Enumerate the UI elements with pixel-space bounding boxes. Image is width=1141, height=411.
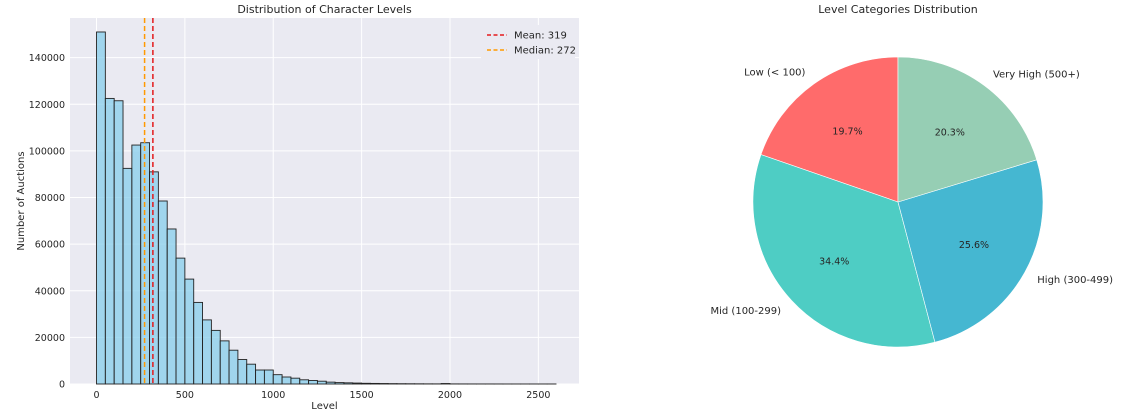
reference-lines	[143, 18, 154, 384]
y-tick-label: 20000	[35, 333, 65, 344]
y-axis-label: Number of Auctions	[16, 151, 27, 250]
histogram-bar	[272, 374, 283, 385]
x-axis-label: Level	[311, 401, 337, 411]
histogram-bar	[263, 369, 274, 385]
pie-category-label: Mid (100-299)	[711, 306, 782, 317]
y-tick-label: 40000	[35, 286, 65, 297]
legend: Mean: 319 Median: 272	[481, 25, 576, 59]
histogram-bar	[325, 381, 336, 385]
pie-percent-label: 20.3%	[935, 128, 965, 139]
histogram-bar	[316, 380, 327, 385]
x-tick-label: 1500	[350, 390, 374, 401]
histogram-bar	[370, 382, 380, 385]
histogram-bars	[96, 31, 557, 385]
x-tick-label: 2000	[438, 390, 462, 401]
histogram-bar	[202, 319, 212, 385]
pie-panel: Level Categories Distribution 19.7% Low (…	[711, 3, 1114, 348]
x-tick-label: 2500	[526, 390, 550, 401]
histogram-bar	[228, 349, 239, 385]
pie-slice	[760, 56, 899, 203]
histogram-bar	[166, 228, 177, 385]
histogram-bar	[237, 359, 248, 385]
histogram-bar	[175, 257, 186, 385]
histogram-bar	[96, 31, 106, 385]
pie-slice	[897, 159, 1044, 343]
histogram-bar	[219, 340, 230, 385]
histogram-bar	[361, 382, 371, 385]
pie-slice	[752, 154, 936, 348]
pie-title: Level Categories Distribution	[818, 3, 978, 16]
x-tick-label: 1000	[261, 390, 285, 401]
histogram-panel: 0 500 1000 1500 2000 2500 0 20000 40000 60000 800…	[16, 3, 579, 411]
pie-labels: 19.7% Low (< 100) 34.4% Mid (100-299) 25.6% H…	[711, 68, 1114, 317]
x-tick-label: 500	[176, 390, 194, 401]
pie-percent-label: 34.4%	[819, 257, 849, 268]
pie-slice	[897, 56, 1038, 203]
histogram-bar	[104, 97, 115, 385]
x-tick-label: 0	[93, 390, 99, 401]
pie-category-label: Low (< 100)	[744, 68, 805, 79]
y-tick-label: 80000	[35, 193, 65, 204]
y-tick-label: 60000	[35, 240, 65, 251]
legend-median-label: Median: 272	[514, 46, 576, 57]
histogram-bar	[149, 171, 159, 385]
histogram-bar	[113, 100, 124, 385]
pie-category-label: Very High (500+)	[993, 69, 1080, 80]
histogram-bar	[255, 369, 265, 385]
pie-category-label: High (300-499)	[1037, 275, 1113, 286]
histogram-bar	[290, 377, 301, 385]
x-tick-labels: 0 500 1000 1500 2000 2500	[93, 390, 550, 401]
histogram-bar	[157, 200, 168, 385]
histogram-bar	[308, 380, 318, 385]
pie-percent-label: 19.7%	[832, 127, 862, 138]
histogram-bar	[281, 376, 292, 385]
pie-percent-label: 25.6%	[959, 240, 989, 251]
y-tick-label: 100000	[29, 146, 65, 157]
pie-slices	[752, 56, 1044, 348]
histogram-bar	[246, 363, 257, 385]
histogram-bar	[334, 382, 345, 385]
histogram-bar	[343, 382, 354, 385]
y-tick-label: 140000	[29, 53, 65, 64]
histogram-bar	[352, 382, 363, 385]
y-tick-label: 120000	[29, 100, 65, 111]
histogram-bar	[122, 167, 133, 385]
histogram-bar	[131, 144, 142, 385]
histogram-title: Distribution of Character Levels	[237, 3, 412, 16]
y-tick-labels: 0 20000 40000 60000 80000 100000 120000 140000	[29, 53, 65, 390]
histogram-bar	[193, 301, 204, 385]
legend-box	[481, 25, 575, 59]
legend-mean-label: Mean: 319	[514, 31, 567, 42]
histogram-bar	[210, 329, 221, 385]
y-tick-label: 0	[59, 380, 65, 391]
histogram-bar	[299, 379, 310, 385]
histogram-bar	[184, 278, 195, 385]
